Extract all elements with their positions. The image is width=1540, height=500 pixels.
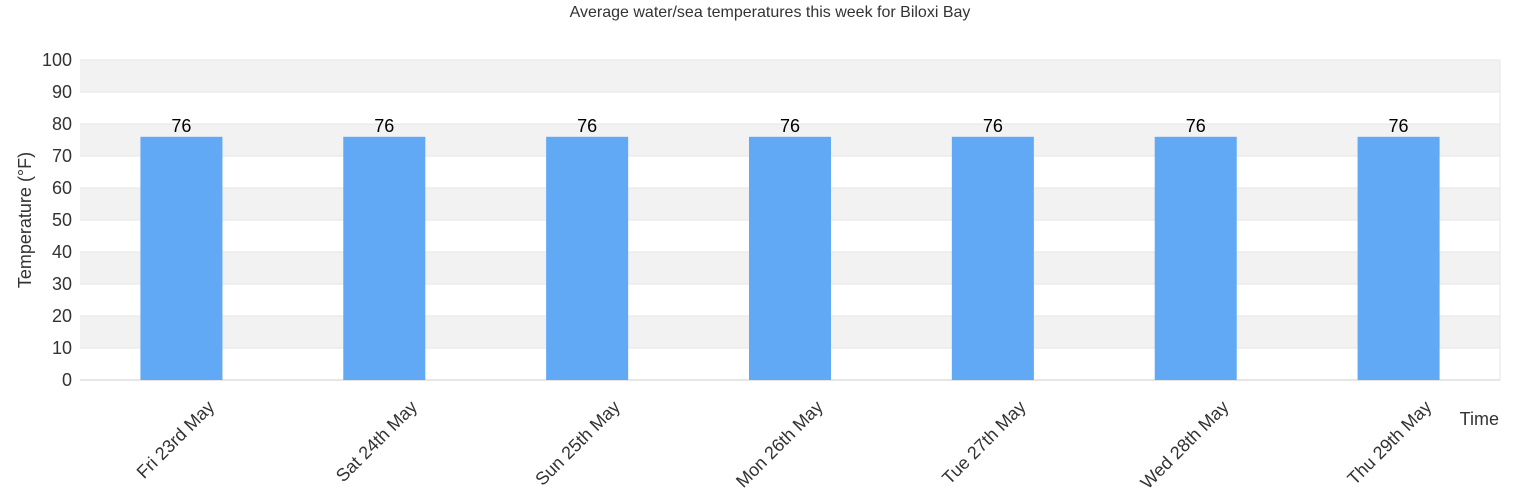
y-tick-label: 10 — [52, 338, 72, 358]
x-tick-label: Fri 23rd May — [133, 397, 219, 483]
data-label: 76 — [1389, 116, 1409, 136]
bar — [546, 136, 629, 380]
bars — [140, 136, 1440, 380]
bar — [1357, 136, 1440, 380]
y-axis-title: Temperature (°F) — [15, 152, 35, 288]
x-tick-label: Sun 25th May — [531, 397, 624, 490]
x-tick-label: Thu 29th May — [1343, 397, 1435, 489]
y-tick-label: 50 — [52, 210, 72, 230]
x-tick-label: Sat 24th May — [332, 397, 421, 486]
y-axis-ticks: 0 10 20 30 40 50 60 70 80 90 100 — [42, 50, 72, 390]
y-tick-label: 80 — [52, 114, 72, 134]
grid-band — [80, 60, 1500, 92]
bar — [951, 136, 1034, 380]
data-label: 76 — [171, 116, 191, 136]
y-tick-label: 70 — [52, 146, 72, 166]
x-tick-label: Mon 26th May — [732, 397, 827, 492]
x-axis-ticks: Fri 23rd May Sat 24th May Sun 25th May Mon … — [133, 397, 1436, 493]
x-tick-label: Tue 27th May — [938, 397, 1029, 488]
data-labels: 76 76 76 76 76 76 76 — [171, 116, 1408, 136]
chart-title: Average water/sea temperatures this week… — [570, 4, 971, 21]
data-label: 76 — [374, 116, 394, 136]
bar — [1154, 136, 1237, 380]
y-tick-label: 60 — [52, 178, 72, 198]
y-tick-label: 0 — [62, 370, 72, 390]
bar — [343, 136, 426, 380]
y-tick-label: 40 — [52, 242, 72, 262]
bar — [749, 136, 831, 380]
data-label: 76 — [983, 116, 1003, 136]
bar — [140, 136, 223, 380]
y-tick-label: 20 — [52, 306, 72, 326]
data-label: 76 — [1186, 116, 1206, 136]
x-axis-title: Time — [1460, 409, 1499, 429]
y-tick-label: 90 — [52, 82, 72, 102]
y-tick-label: 30 — [52, 274, 72, 294]
y-tick-label: 100 — [42, 50, 72, 70]
data-label: 76 — [577, 116, 597, 136]
x-tick-label: Wed 28th May — [1137, 397, 1233, 493]
data-label: 76 — [780, 116, 800, 136]
